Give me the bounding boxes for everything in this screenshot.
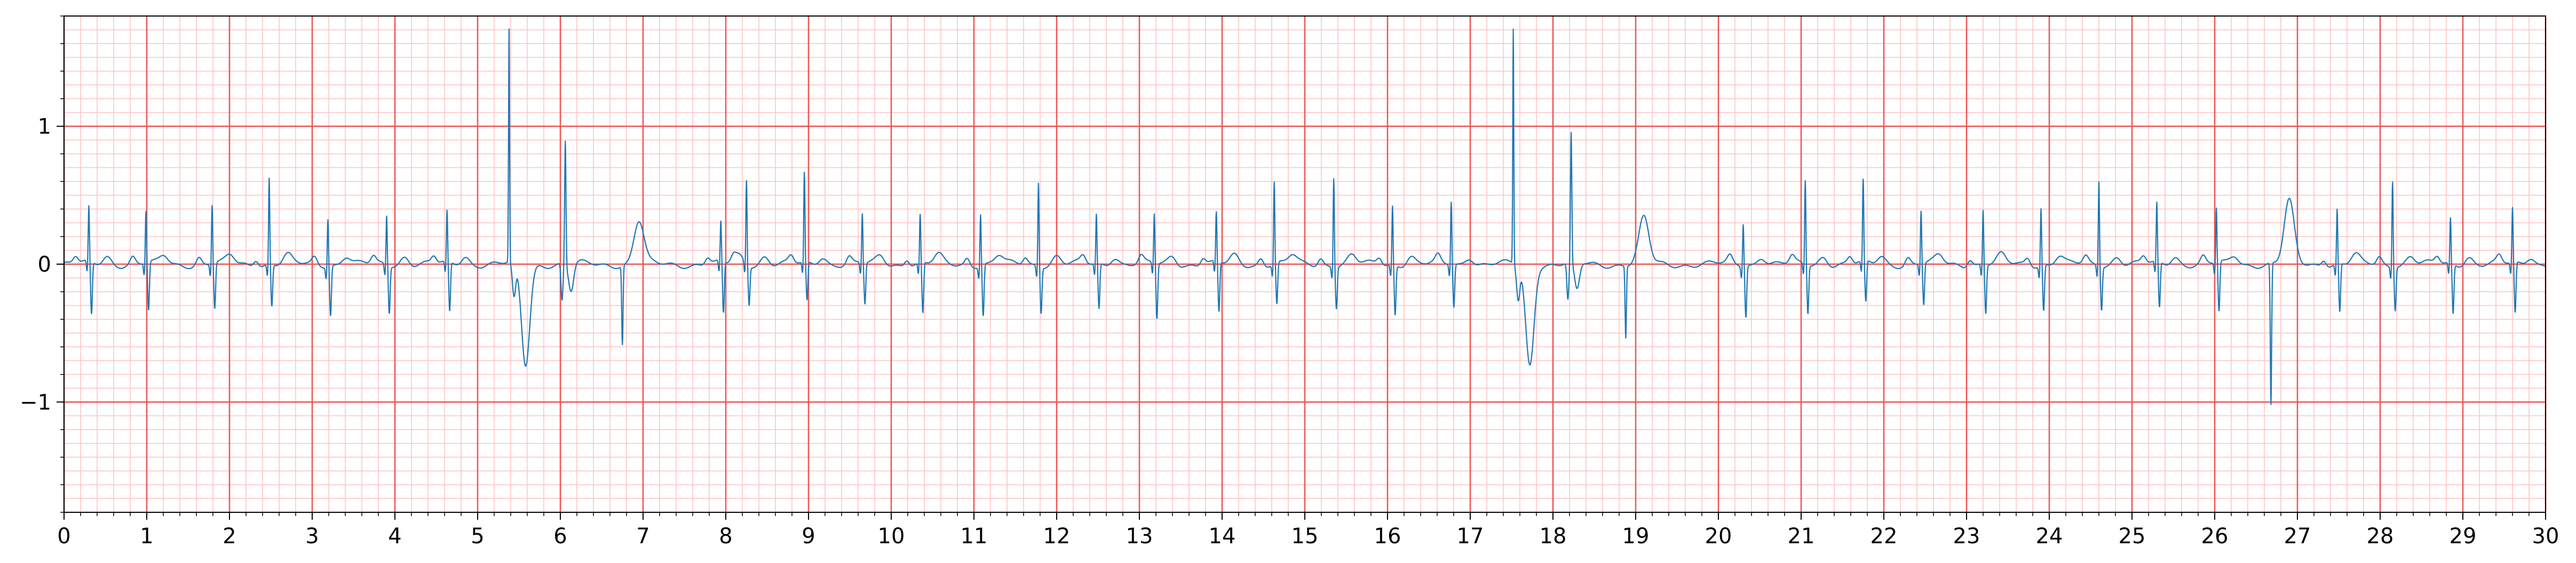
x-tick-label: 30 bbox=[2532, 524, 2559, 549]
ecg-trace-layer bbox=[64, 28, 2546, 406]
ecg-trace-line bbox=[64, 28, 2546, 406]
x-tick-label: 11 bbox=[961, 524, 988, 549]
y-tick-label: 0 bbox=[38, 252, 51, 277]
x-tick-label: 26 bbox=[2201, 524, 2229, 549]
x-tick-label: 24 bbox=[2036, 524, 2063, 549]
x-tick-label: 4 bbox=[388, 524, 401, 549]
x-tick-label: 22 bbox=[1870, 524, 1898, 549]
x-tick-label: 25 bbox=[2119, 524, 2146, 549]
x-axis: 0 1 2 3 4 5 6 7 8 9 10 11 12 13 14 15 16 17 18 19 20 21 22 23 24… bbox=[57, 512, 2559, 549]
x-tick-label: 14 bbox=[1209, 524, 1236, 549]
x-tick-label: 12 bbox=[1043, 524, 1071, 549]
x-tick-label: 10 bbox=[878, 524, 905, 549]
x-tick-label: 9 bbox=[802, 524, 815, 549]
x-tick-label: 7 bbox=[636, 524, 649, 549]
x-tick-label: 16 bbox=[1374, 524, 1401, 549]
x-tick-label: 5 bbox=[471, 524, 484, 549]
y-axis: −1 0 1 bbox=[20, 15, 64, 513]
x-tick-label: 6 bbox=[553, 524, 567, 549]
major-grid bbox=[63, 16, 2547, 512]
x-tick-label: 15 bbox=[1291, 524, 1319, 549]
y-tick-label: −1 bbox=[20, 390, 51, 415]
x-tick-label: 21 bbox=[1788, 524, 1815, 549]
y-tick-label: 1 bbox=[38, 115, 51, 139]
x-tick-label: 8 bbox=[719, 524, 732, 549]
x-tick-label: 1 bbox=[140, 524, 153, 549]
x-tick-label: 29 bbox=[2450, 524, 2477, 549]
x-tick-label: 18 bbox=[1540, 524, 1567, 549]
x-tick-label: 17 bbox=[1457, 524, 1484, 549]
x-tick-label: 19 bbox=[1622, 524, 1650, 549]
x-tick-label: 20 bbox=[1705, 524, 1732, 549]
x-tick-label: 3 bbox=[305, 524, 319, 549]
x-tick-label: 13 bbox=[1126, 524, 1153, 549]
x-tick-label: 27 bbox=[2284, 524, 2311, 549]
x-tick-label: 2 bbox=[223, 524, 236, 549]
x-tick-label: 23 bbox=[1953, 524, 1980, 549]
x-tick-label: 28 bbox=[2367, 524, 2394, 549]
x-tick-label: 0 bbox=[57, 524, 70, 549]
